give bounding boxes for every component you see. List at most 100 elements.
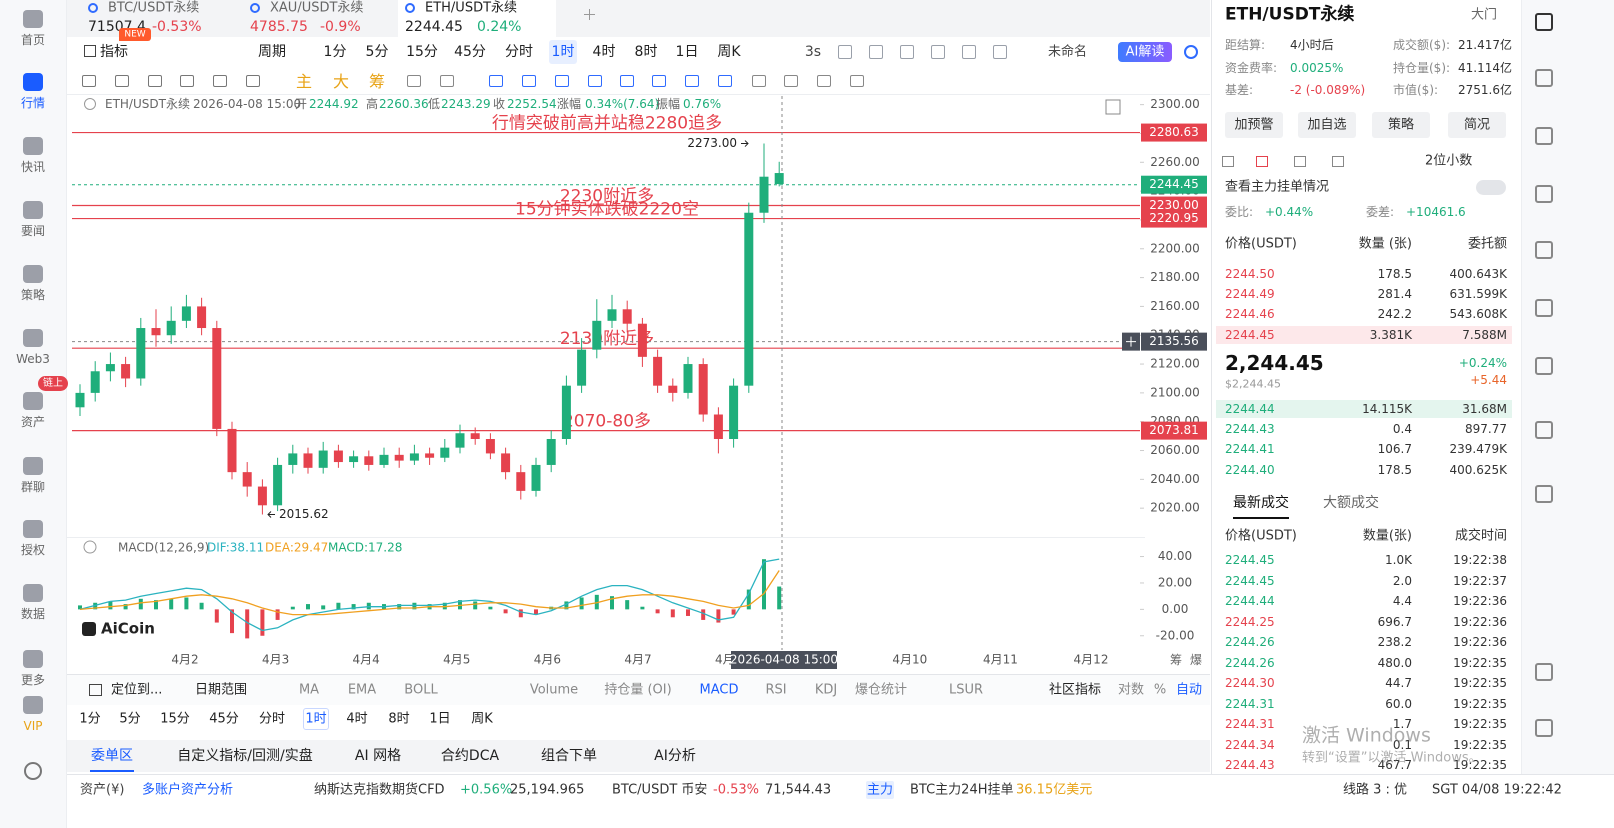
interval-button[interactable]: 1分 xyxy=(79,711,101,727)
panel-button-text[interactable]: 加自选 xyxy=(1307,117,1347,133)
trade-tab[interactable]: 大额成交 xyxy=(1323,495,1379,511)
settings-icon[interactable] xyxy=(24,762,42,780)
draw-tool[interactable] xyxy=(817,75,831,87)
interval-button[interactable]: 8时 xyxy=(634,44,658,60)
nav-item[interactable]: 行情 xyxy=(20,96,46,110)
draw-tool[interactable] xyxy=(489,75,503,87)
interval-button[interactable]: 8时 xyxy=(388,711,410,727)
draw-tool[interactable] xyxy=(588,75,602,87)
nav-item[interactable]: 资产 xyxy=(20,415,46,429)
book-view[interactable] xyxy=(1332,156,1344,167)
interval-button[interactable]: 1日 xyxy=(429,711,451,727)
ai-button-text[interactable]: AI解读 xyxy=(1125,44,1165,60)
draw-tool[interactable] xyxy=(685,75,699,87)
toolbar-button[interactable]: 周期 xyxy=(258,44,286,60)
auto-toggle[interactable]: 自动 xyxy=(1175,682,1203,698)
draw-tool[interactable] xyxy=(407,75,421,87)
nav-item[interactable]: 群聊 xyxy=(20,480,46,494)
bottom-tab[interactable]: AI分析 xyxy=(654,748,696,764)
sub-indicator[interactable]: LSUR xyxy=(948,682,984,698)
panel-button[interactable] xyxy=(1298,112,1356,138)
layout-select[interactable]: 未命名 xyxy=(1048,44,1088,60)
sub-indicator[interactable]: Volume xyxy=(529,682,579,698)
nav-item[interactable]: 策略 xyxy=(20,288,46,302)
bottom-tab[interactable]: AI 网格 xyxy=(354,748,402,764)
side-icon[interactable] xyxy=(1535,185,1553,203)
sub-indicator[interactable]: 爆仓统计 xyxy=(854,682,908,698)
trade-tab[interactable]: 最新成交 xyxy=(1233,495,1289,511)
panel-button-text[interactable]: 简况 xyxy=(1463,117,1491,133)
side-icon[interactable] xyxy=(1535,299,1553,317)
interval-button[interactable]: 4时 xyxy=(346,711,368,727)
nav-item[interactable]: VIP xyxy=(23,719,43,733)
draw-tool[interactable] xyxy=(752,75,766,87)
panel-button-text[interactable]: 加预警 xyxy=(1234,117,1274,133)
tab-symbol[interactable]: XAU/USDT永续 xyxy=(270,0,364,16)
tool-icon[interactable] xyxy=(869,45,883,59)
interval-button[interactable]: 1时 xyxy=(305,711,327,727)
nav-item[interactable]: 数据 xyxy=(20,607,46,621)
draw-tool[interactable] xyxy=(148,75,162,87)
tool-icon[interactable] xyxy=(931,45,945,59)
draw-tool[interactable] xyxy=(784,75,798,87)
interval-button[interactable]: 15分 xyxy=(406,44,438,60)
book-view[interactable] xyxy=(1294,156,1306,167)
panel-button[interactable] xyxy=(1372,112,1430,138)
tool-icon[interactable] xyxy=(838,45,852,59)
main-indicator[interactable]: BOLL xyxy=(404,682,438,698)
side-icon[interactable] xyxy=(1535,241,1553,259)
ai-button[interactable] xyxy=(1118,42,1172,62)
interval-button[interactable]: 5分 xyxy=(119,711,141,727)
tool-icon[interactable] xyxy=(900,45,914,59)
draw-tool[interactable] xyxy=(652,75,666,87)
main-indicator[interactable]: EMA xyxy=(347,682,377,698)
toolbar-button[interactable]: 指标 xyxy=(100,44,128,60)
bottom-tab[interactable]: 自定义指标/回测/实盘 xyxy=(177,748,313,764)
tool-icon[interactable] xyxy=(993,45,1007,59)
share-icon[interactable] xyxy=(1184,45,1198,59)
draw-tool[interactable] xyxy=(555,75,569,87)
interval-button[interactable]: 45分 xyxy=(209,711,239,727)
toggle[interactable] xyxy=(1476,180,1506,195)
interval-button[interactable]: 分时 xyxy=(505,44,533,60)
side-icon[interactable] xyxy=(1535,69,1553,87)
range-select[interactable]: 日期范围 xyxy=(195,682,248,698)
bottom-tab[interactable]: 合约DCA xyxy=(440,748,500,764)
collapse-icon[interactable] xyxy=(84,98,96,110)
side-icon[interactable] xyxy=(1535,719,1553,737)
interval-button[interactable]: 15分 xyxy=(160,711,190,727)
interval-button[interactable]: 45分 xyxy=(454,44,486,60)
bottom-tab[interactable]: 组合下单 xyxy=(541,748,597,764)
log-toggle[interactable]: 对数 xyxy=(1117,682,1145,698)
side-icon[interactable] xyxy=(1535,13,1553,31)
draw-tool[interactable] xyxy=(82,75,96,87)
nav-item[interactable]: 要闻 xyxy=(20,224,46,238)
side-icon[interactable] xyxy=(1535,421,1553,439)
interval-button[interactable]: 周K xyxy=(471,711,493,727)
draw-tool[interactable] xyxy=(246,75,260,87)
sub-indicator[interactable]: MACD xyxy=(699,682,739,698)
tab-symbol[interactable]: BTC/USDT永续 xyxy=(108,0,200,16)
active-tab[interactable] xyxy=(398,0,556,37)
community-indicators[interactable]: 社区指标 xyxy=(1049,682,1102,698)
nav-item[interactable]: Web3 xyxy=(16,352,50,366)
interval-button[interactable]: 4时 xyxy=(592,44,616,60)
sub-indicator[interactable]: RSI xyxy=(765,682,787,698)
draw-tool[interactable] xyxy=(115,75,129,87)
sub-indicator[interactable]: 持仓量 (OI) xyxy=(604,682,672,698)
interval-button[interactable]: 1分 xyxy=(323,44,347,60)
interval-button[interactable]: 周K xyxy=(717,44,741,60)
draw-tool[interactable] xyxy=(213,75,227,87)
interval-button[interactable]: 分时 xyxy=(258,711,286,727)
draw-tool[interactable] xyxy=(620,75,634,87)
book-view[interactable] xyxy=(1256,156,1268,167)
side-icon[interactable] xyxy=(1535,663,1553,681)
bottom-tab[interactable]: 委单区 xyxy=(91,748,133,764)
draw-tool[interactable] xyxy=(522,75,536,87)
draw-tool[interactable] xyxy=(440,75,454,87)
pct-toggle[interactable]: % xyxy=(1153,682,1167,698)
locate-button[interactable]: 定位到... xyxy=(111,682,163,698)
nav-item[interactable]: 首页 xyxy=(20,33,46,47)
depth-link[interactable]: 查看主力挂单情况 xyxy=(1225,179,1330,195)
tool-button[interactable]: 筹 xyxy=(368,72,386,91)
